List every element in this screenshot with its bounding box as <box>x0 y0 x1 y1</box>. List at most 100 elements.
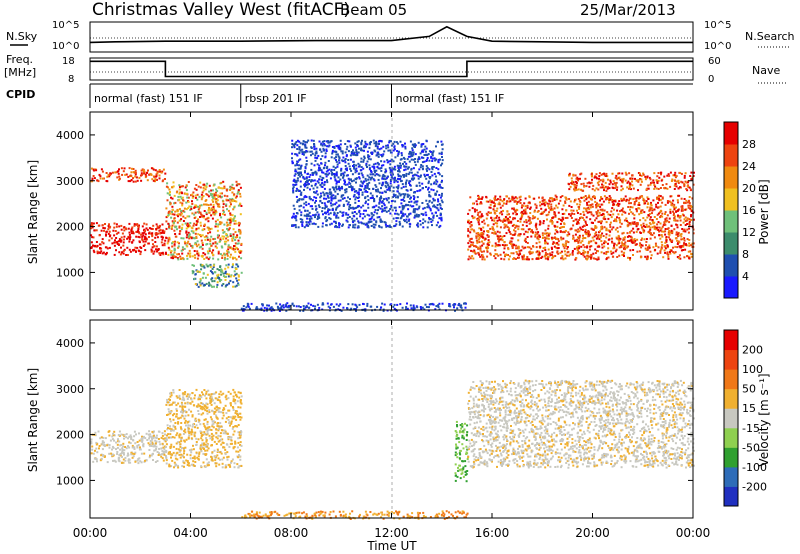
power-scatter-point <box>649 223 652 226</box>
power-scatter-point <box>315 196 318 199</box>
power-scatter-point <box>173 221 175 224</box>
power-scatter-point <box>496 215 498 217</box>
power-scatter-point <box>109 225 112 228</box>
power-scatter-point <box>670 229 673 232</box>
power-scatter-point <box>590 245 593 248</box>
power-scatter-point <box>306 179 309 182</box>
power-scatter-point <box>229 256 232 259</box>
power-scatter-point <box>366 223 368 226</box>
power-scatter-point <box>371 151 374 154</box>
power-scatter-point <box>413 198 415 201</box>
power-scatter-point <box>604 218 607 221</box>
power-scatter-point <box>487 235 490 238</box>
power-scatter-point <box>689 250 692 253</box>
power-scatter-point <box>661 197 664 200</box>
power-scatter-point <box>547 258 550 261</box>
power-scatter-point <box>100 229 103 232</box>
power-scatter-point <box>340 194 343 197</box>
power-scatter-point <box>176 241 179 244</box>
power-scatter-point <box>519 253 522 256</box>
power-scatter-point <box>646 255 649 258</box>
power-scatter-point <box>187 226 190 229</box>
power-scatter-point <box>628 199 630 202</box>
power-scatter-point <box>232 248 235 251</box>
power-scatter-point <box>568 174 571 177</box>
power-scatter-point <box>308 179 311 181</box>
power-scatter-point <box>327 200 330 203</box>
power-scatter-point <box>299 167 302 170</box>
power-scatter-point <box>609 221 612 224</box>
power-scatter-point <box>514 209 517 212</box>
power-scatter-point <box>140 172 143 175</box>
power-scatter-point <box>579 177 581 180</box>
power-scatter-point <box>546 237 549 240</box>
power-scatter-point <box>618 239 621 242</box>
power-scatter-point <box>204 218 207 221</box>
power-scatter-point <box>106 175 109 178</box>
power-scatter-point <box>399 162 402 165</box>
power-scatter-point <box>195 229 198 232</box>
power-scatter-point <box>588 255 590 258</box>
power-scatter-point <box>225 233 228 235</box>
power-scatter-point <box>219 253 222 256</box>
power-scatter-point <box>113 226 116 229</box>
power-scatter-point <box>661 201 664 204</box>
power-scatter-point <box>677 209 680 212</box>
power-scatter-point <box>687 231 690 234</box>
power-scatter-point <box>189 252 192 255</box>
power-scatter-point <box>380 195 382 198</box>
power-scatter-point <box>626 232 629 235</box>
power-scatter-point <box>528 218 531 221</box>
power-scatter-point <box>580 253 583 255</box>
power-scatter-point <box>214 209 217 212</box>
power-scatter-point <box>196 250 199 253</box>
power-scatter-point <box>113 244 116 247</box>
power-scatter-point <box>222 283 225 285</box>
power-scatter-point <box>360 141 363 144</box>
power-scatter-point <box>601 246 604 249</box>
power-scatter-point <box>291 216 294 219</box>
noise-sky-line <box>89 25 693 44</box>
power-scatter-point <box>433 157 436 160</box>
power-scatter-point <box>615 236 618 239</box>
power-scatter-point <box>171 197 174 200</box>
power-scatter-point <box>541 250 544 253</box>
power-scatter-point <box>686 228 689 231</box>
power-scatter-point <box>113 222 116 225</box>
power-scatter-point <box>622 244 624 246</box>
power-scatter-point <box>603 195 606 198</box>
power-scatter-point <box>376 305 379 308</box>
power-scatter-point <box>208 281 210 284</box>
power-scatter-point <box>599 179 602 182</box>
power-scatter-point <box>126 254 129 256</box>
power-scatter-point <box>238 229 241 232</box>
power-scatter-point <box>559 230 562 233</box>
power-scatter-point <box>364 223 367 226</box>
power-scatter-point <box>530 235 533 238</box>
power-scatter-point <box>390 185 393 188</box>
power-scatter-point <box>494 245 497 248</box>
power-scatter-point <box>191 212 194 215</box>
power-scatter-point <box>656 181 659 183</box>
power-scatter-point <box>169 203 172 206</box>
power-scatter-point <box>499 219 502 222</box>
power-scatter-point <box>506 210 509 213</box>
power-scatter-point <box>265 309 268 312</box>
power-scatter-point <box>341 150 344 153</box>
power-scatter-point <box>435 193 437 196</box>
power-scatter-point <box>623 210 626 213</box>
power-scatter-point <box>174 210 177 213</box>
power-scatter-point <box>234 245 237 248</box>
date-label: 25/Mar/2013 <box>580 1 676 19</box>
power-scatter-point <box>165 227 168 230</box>
power-scatter-point <box>436 214 439 217</box>
power-scatter-point <box>135 176 138 179</box>
power-scatter-point <box>578 207 581 210</box>
power-scatter-point <box>108 239 111 242</box>
power-scatter-point <box>336 212 339 214</box>
power-scatter-point <box>546 253 549 256</box>
power-scatter-point <box>126 237 129 240</box>
power-scatter-point <box>177 213 180 216</box>
power-scatter-point <box>421 182 424 185</box>
power-scatter-point <box>342 214 345 217</box>
